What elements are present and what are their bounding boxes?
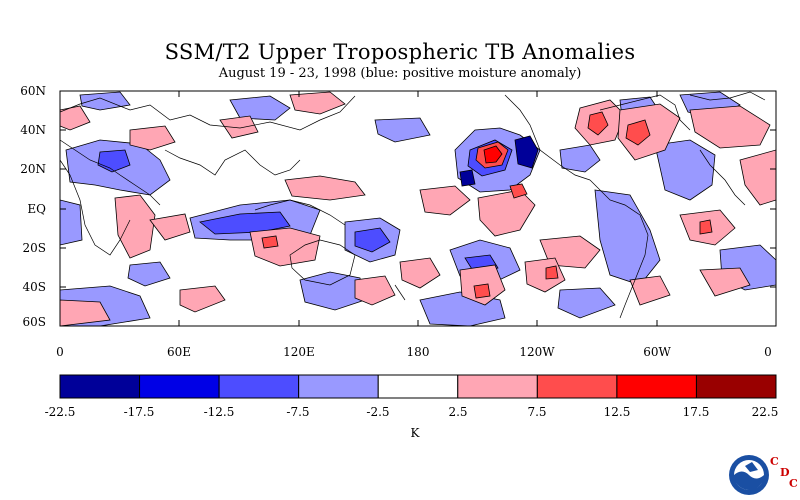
anomaly-field	[60, 91, 776, 326]
lon-label-60e: 60E	[166, 345, 192, 359]
coastlines	[60, 91, 766, 319]
lat-label-40n: 40N	[20, 123, 46, 137]
colorbar-label: 17.5	[682, 405, 710, 419]
lat-label-20s: 20S	[22, 241, 47, 255]
lon-label-180: 180	[406, 345, 430, 359]
colorbar-label: 7.5	[527, 405, 547, 419]
colorbar-swatch	[218, 374, 300, 399]
colorbar-label: 2.5	[448, 405, 468, 419]
lon-label-120e: 120E	[283, 345, 315, 359]
colorbar	[59, 374, 777, 399]
lat-label-20n: 20N	[20, 162, 46, 176]
colorbar-label: 22.5	[751, 405, 779, 419]
colorbar-swatch	[536, 374, 618, 399]
colorbar-swatch	[298, 374, 379, 399]
lat-label-40s: 40S	[22, 280, 47, 294]
lon-label-0: 0	[56, 345, 64, 359]
colorbar-label: -7.5	[286, 405, 310, 419]
noaa-logo	[729, 455, 769, 495]
colorbar-swatch	[695, 374, 777, 399]
lon-label-60w: 60W	[643, 345, 671, 359]
colorbar-swatch	[457, 374, 538, 399]
colorbar-swatch	[377, 374, 459, 399]
colorbar-label: -22.5	[44, 405, 76, 419]
colorbar-label: -2.5	[366, 405, 390, 419]
colorbar-swatch	[139, 374, 220, 399]
lat-label-60s: 60S	[22, 315, 47, 329]
colorbar-label: -12.5	[203, 405, 235, 419]
colorbar-swatch	[59, 374, 141, 399]
colorbar-unit: K	[410, 426, 420, 440]
colorbar-label: 12.5	[603, 405, 631, 419]
colorbar-label: -17.5	[123, 405, 155, 419]
lon-label-120w: 120W	[519, 345, 555, 359]
lat-label-eq: EQ	[27, 202, 46, 216]
map-title: SSM/T2 Upper Tropospheric TB Anomalies	[164, 40, 636, 64]
cdc-letter: C	[770, 455, 779, 468]
map-subtitle: August 19 - 23, 1998 (blue: positive moi…	[218, 66, 582, 81]
colorbar-swatch	[616, 374, 697, 399]
cdc-letter: C	[789, 477, 798, 490]
cdc-letter: D	[780, 466, 790, 479]
lon-label-0-east: 0	[764, 345, 772, 359]
lat-label-60n: 60N	[20, 84, 46, 98]
